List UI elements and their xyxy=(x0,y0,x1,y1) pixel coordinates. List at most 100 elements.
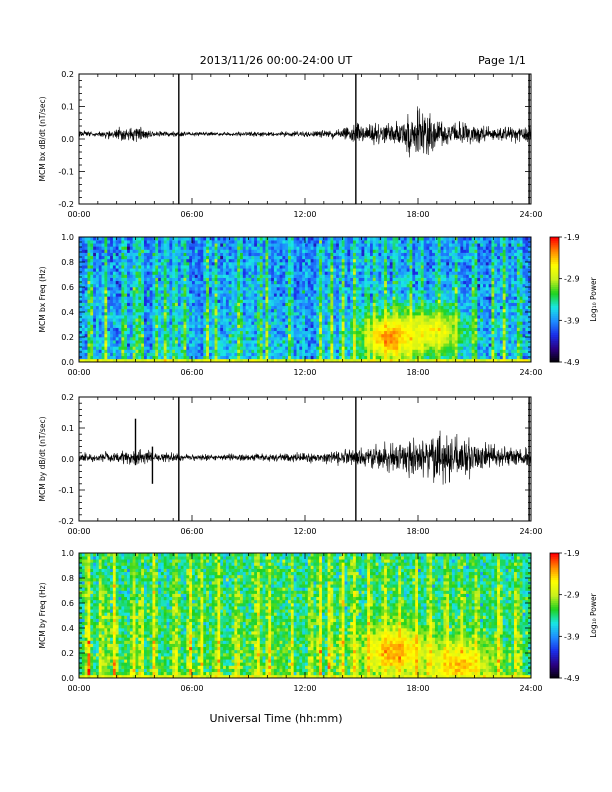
spectrogram-cell xyxy=(268,290,272,294)
spectrogram-cell xyxy=(384,296,388,300)
spectrogram-cell xyxy=(129,262,133,266)
spectrogram-cell xyxy=(197,277,201,282)
spectrogram-cell xyxy=(228,308,232,313)
spectrogram-cell xyxy=(355,355,359,360)
spectrogram-cell xyxy=(412,315,416,319)
spectrogram-cell xyxy=(372,299,376,303)
spectrogram-cell xyxy=(84,277,88,282)
spectrogram-cell xyxy=(403,287,408,291)
spectrogram-cell xyxy=(409,280,413,285)
spectrogram-cell xyxy=(175,299,179,303)
spectrogram-cell xyxy=(409,333,413,338)
spectrogram-cell xyxy=(273,333,278,338)
spectrogram-cell xyxy=(341,355,345,360)
spectrogram-cell xyxy=(206,243,210,247)
spectrogram-cell xyxy=(299,302,303,307)
spectrogram-cell xyxy=(327,249,331,253)
spectrogram-cell xyxy=(211,312,215,316)
spectrogram-cell xyxy=(296,343,300,347)
spectrogram-cell xyxy=(194,352,198,357)
spectrogram-cell xyxy=(127,277,131,282)
spectrogram-cell xyxy=(234,287,238,291)
spectrogram-cell xyxy=(358,355,362,360)
spectrogram-cell xyxy=(395,255,399,260)
spectrogram-cell xyxy=(321,243,326,247)
spectrogram-cell xyxy=(330,352,334,357)
spectrogram-cell xyxy=(237,358,241,363)
spectrogram-cell xyxy=(327,243,331,247)
spectrogram-cell xyxy=(372,287,376,291)
spectrogram-cell xyxy=(90,265,94,269)
spectrogram-cell xyxy=(132,327,136,332)
spectrogram-cell xyxy=(211,358,215,363)
spectrogram-cell xyxy=(415,268,419,272)
spectrogram-cell xyxy=(146,349,150,353)
spectrogram-cell xyxy=(285,237,289,241)
spectrogram-cell xyxy=(169,274,173,278)
spectrogram-cell xyxy=(101,249,105,253)
spectrogram-cell xyxy=(353,305,357,310)
spectrogram-cell xyxy=(172,274,176,278)
spectrogram-cell xyxy=(237,337,241,341)
spectrogram-cell xyxy=(401,258,405,263)
spectrogram-cell xyxy=(355,268,359,272)
spectrogram-cell xyxy=(355,258,359,263)
spectrogram-cell xyxy=(412,358,416,363)
spectrogram-cell xyxy=(336,315,340,319)
spectrogram-cell xyxy=(364,237,368,241)
spectrogram-cell xyxy=(175,271,179,275)
spectrogram-cell xyxy=(338,249,343,253)
spectrogram-cell xyxy=(386,305,391,310)
spectrogram-cell xyxy=(186,352,190,357)
spectrogram-cell xyxy=(271,262,275,266)
spectrogram-cell xyxy=(135,340,139,344)
spectrogram-cell xyxy=(110,265,114,269)
spectrogram-cell xyxy=(138,308,142,313)
spectrogram-cell xyxy=(231,271,235,275)
spectrogram-cell xyxy=(189,305,193,310)
spectrogram-cell xyxy=(112,337,117,341)
spectrogram-cell xyxy=(251,277,255,282)
spectrogram-cell xyxy=(84,352,88,357)
spectrogram-cell xyxy=(254,346,258,350)
spectrogram-cell xyxy=(177,321,182,325)
spectrogram-cell xyxy=(395,349,399,353)
spectrogram-cell xyxy=(175,343,179,347)
spectrogram-cell xyxy=(358,262,362,266)
spectrogram-cell xyxy=(282,308,286,313)
spectrogram-cell xyxy=(104,355,108,360)
spectrogram-cell xyxy=(276,333,280,338)
spectrogram-cell xyxy=(135,337,139,341)
spectrogram-cell xyxy=(101,330,105,335)
spectrogram-cell xyxy=(248,280,252,285)
spectrogram-cell xyxy=(129,308,133,313)
spectrogram-cell xyxy=(338,274,343,278)
spectrogram-cell xyxy=(401,240,405,244)
spectrogram-cell xyxy=(240,343,244,347)
spectrogram-cell xyxy=(237,237,241,241)
spectrogram-cell xyxy=(310,312,314,316)
spectrogram-cell xyxy=(186,355,190,360)
spectrogram-cell xyxy=(355,283,359,288)
spectrogram-cell xyxy=(160,327,165,332)
spectrogram-cell xyxy=(197,237,201,241)
spectrogram-cell xyxy=(208,252,213,257)
spectrogram-cell xyxy=(398,343,402,347)
spectrogram-cell xyxy=(208,243,213,247)
spectrogram-cell xyxy=(372,255,376,260)
spectrogram-cell xyxy=(375,265,379,269)
spectrogram-cell xyxy=(104,252,108,257)
spectrogram-cell xyxy=(160,296,165,300)
spectrogram-cell xyxy=(149,327,153,332)
spectrogram-cell xyxy=(341,330,345,335)
spectrogram-cell xyxy=(248,315,252,319)
spectrogram-cell xyxy=(138,246,142,250)
spectrogram-cell xyxy=(200,293,204,297)
spectrogram-cell xyxy=(228,340,232,344)
spectrogram-cell xyxy=(386,302,391,307)
spectrogram-cell xyxy=(420,249,424,253)
spectrogram-cell xyxy=(310,321,314,325)
spectrogram-cell xyxy=(172,246,176,250)
spectrogram-cell xyxy=(330,237,334,241)
spectrogram-cell xyxy=(211,277,215,282)
